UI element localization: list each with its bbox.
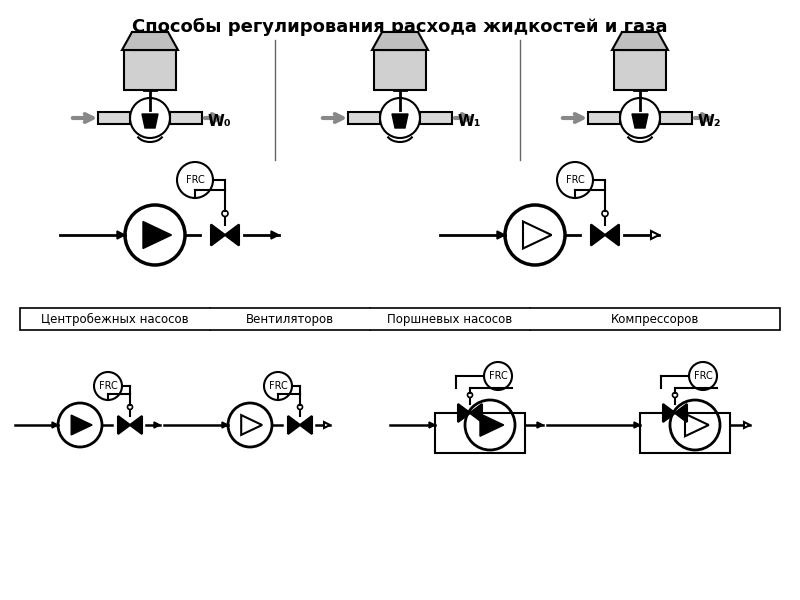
Text: W₀: W₀ xyxy=(208,115,232,130)
Polygon shape xyxy=(537,422,543,428)
Polygon shape xyxy=(122,32,178,50)
Polygon shape xyxy=(117,231,125,239)
Polygon shape xyxy=(154,422,160,428)
Polygon shape xyxy=(225,224,239,245)
Text: Поршневых насосов: Поршневых насосов xyxy=(387,313,513,325)
FancyBboxPatch shape xyxy=(614,50,666,90)
Text: W₂: W₂ xyxy=(698,115,722,130)
Polygon shape xyxy=(222,422,228,428)
Text: FRC: FRC xyxy=(186,175,204,185)
Polygon shape xyxy=(118,416,130,434)
Polygon shape xyxy=(458,404,470,422)
Text: Компрессоров: Компрессоров xyxy=(611,313,699,325)
Polygon shape xyxy=(591,224,605,245)
Polygon shape xyxy=(663,404,675,422)
Polygon shape xyxy=(497,231,505,239)
Polygon shape xyxy=(142,114,158,128)
FancyBboxPatch shape xyxy=(382,32,418,50)
Polygon shape xyxy=(211,224,225,245)
Polygon shape xyxy=(300,416,312,434)
FancyBboxPatch shape xyxy=(374,50,426,90)
Polygon shape xyxy=(632,114,648,128)
FancyBboxPatch shape xyxy=(420,112,452,124)
Text: FRC: FRC xyxy=(566,175,584,185)
Polygon shape xyxy=(242,415,262,435)
FancyBboxPatch shape xyxy=(660,112,692,124)
Polygon shape xyxy=(52,422,58,428)
Polygon shape xyxy=(634,422,640,428)
FancyBboxPatch shape xyxy=(622,32,658,50)
Polygon shape xyxy=(470,404,482,422)
Polygon shape xyxy=(685,414,709,436)
Polygon shape xyxy=(523,221,551,248)
Polygon shape xyxy=(372,32,428,50)
FancyBboxPatch shape xyxy=(124,50,176,90)
Text: FRC: FRC xyxy=(98,381,118,391)
FancyBboxPatch shape xyxy=(435,413,525,453)
FancyBboxPatch shape xyxy=(588,112,620,124)
Polygon shape xyxy=(271,231,279,239)
Text: Вентиляторов: Вентиляторов xyxy=(246,313,334,325)
Polygon shape xyxy=(612,32,668,50)
Polygon shape xyxy=(324,422,330,428)
FancyBboxPatch shape xyxy=(170,112,202,124)
Polygon shape xyxy=(143,221,171,248)
Text: W₁: W₁ xyxy=(458,115,482,130)
Text: Центробежных насосов: Центробежных насосов xyxy=(41,313,189,326)
FancyBboxPatch shape xyxy=(640,413,730,453)
Polygon shape xyxy=(480,414,504,436)
Polygon shape xyxy=(605,224,619,245)
Text: FRC: FRC xyxy=(694,371,712,381)
FancyBboxPatch shape xyxy=(98,112,130,124)
FancyBboxPatch shape xyxy=(132,32,168,50)
Text: Способы регулирования расхода жидкостей и газа: Способы регулирования расхода жидкостей … xyxy=(132,18,668,36)
Polygon shape xyxy=(392,114,408,128)
Polygon shape xyxy=(288,416,300,434)
Polygon shape xyxy=(744,422,750,428)
Polygon shape xyxy=(130,416,142,434)
FancyBboxPatch shape xyxy=(348,112,380,124)
Text: FRC: FRC xyxy=(269,381,287,391)
Polygon shape xyxy=(429,422,435,428)
Polygon shape xyxy=(71,415,92,435)
Polygon shape xyxy=(675,404,687,422)
Text: FRC: FRC xyxy=(489,371,507,381)
FancyBboxPatch shape xyxy=(20,308,780,330)
Polygon shape xyxy=(651,231,659,239)
